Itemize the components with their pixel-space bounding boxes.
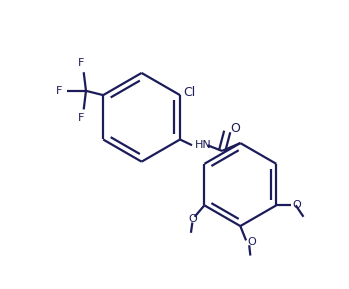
- Text: F: F: [78, 58, 84, 68]
- Text: F: F: [78, 114, 84, 123]
- Text: O: O: [231, 122, 240, 135]
- Text: HN: HN: [195, 140, 211, 150]
- Text: F: F: [56, 86, 62, 96]
- Text: O: O: [247, 237, 256, 247]
- Text: O: O: [292, 200, 301, 210]
- Text: O: O: [188, 214, 197, 224]
- Text: Cl: Cl: [184, 86, 196, 99]
